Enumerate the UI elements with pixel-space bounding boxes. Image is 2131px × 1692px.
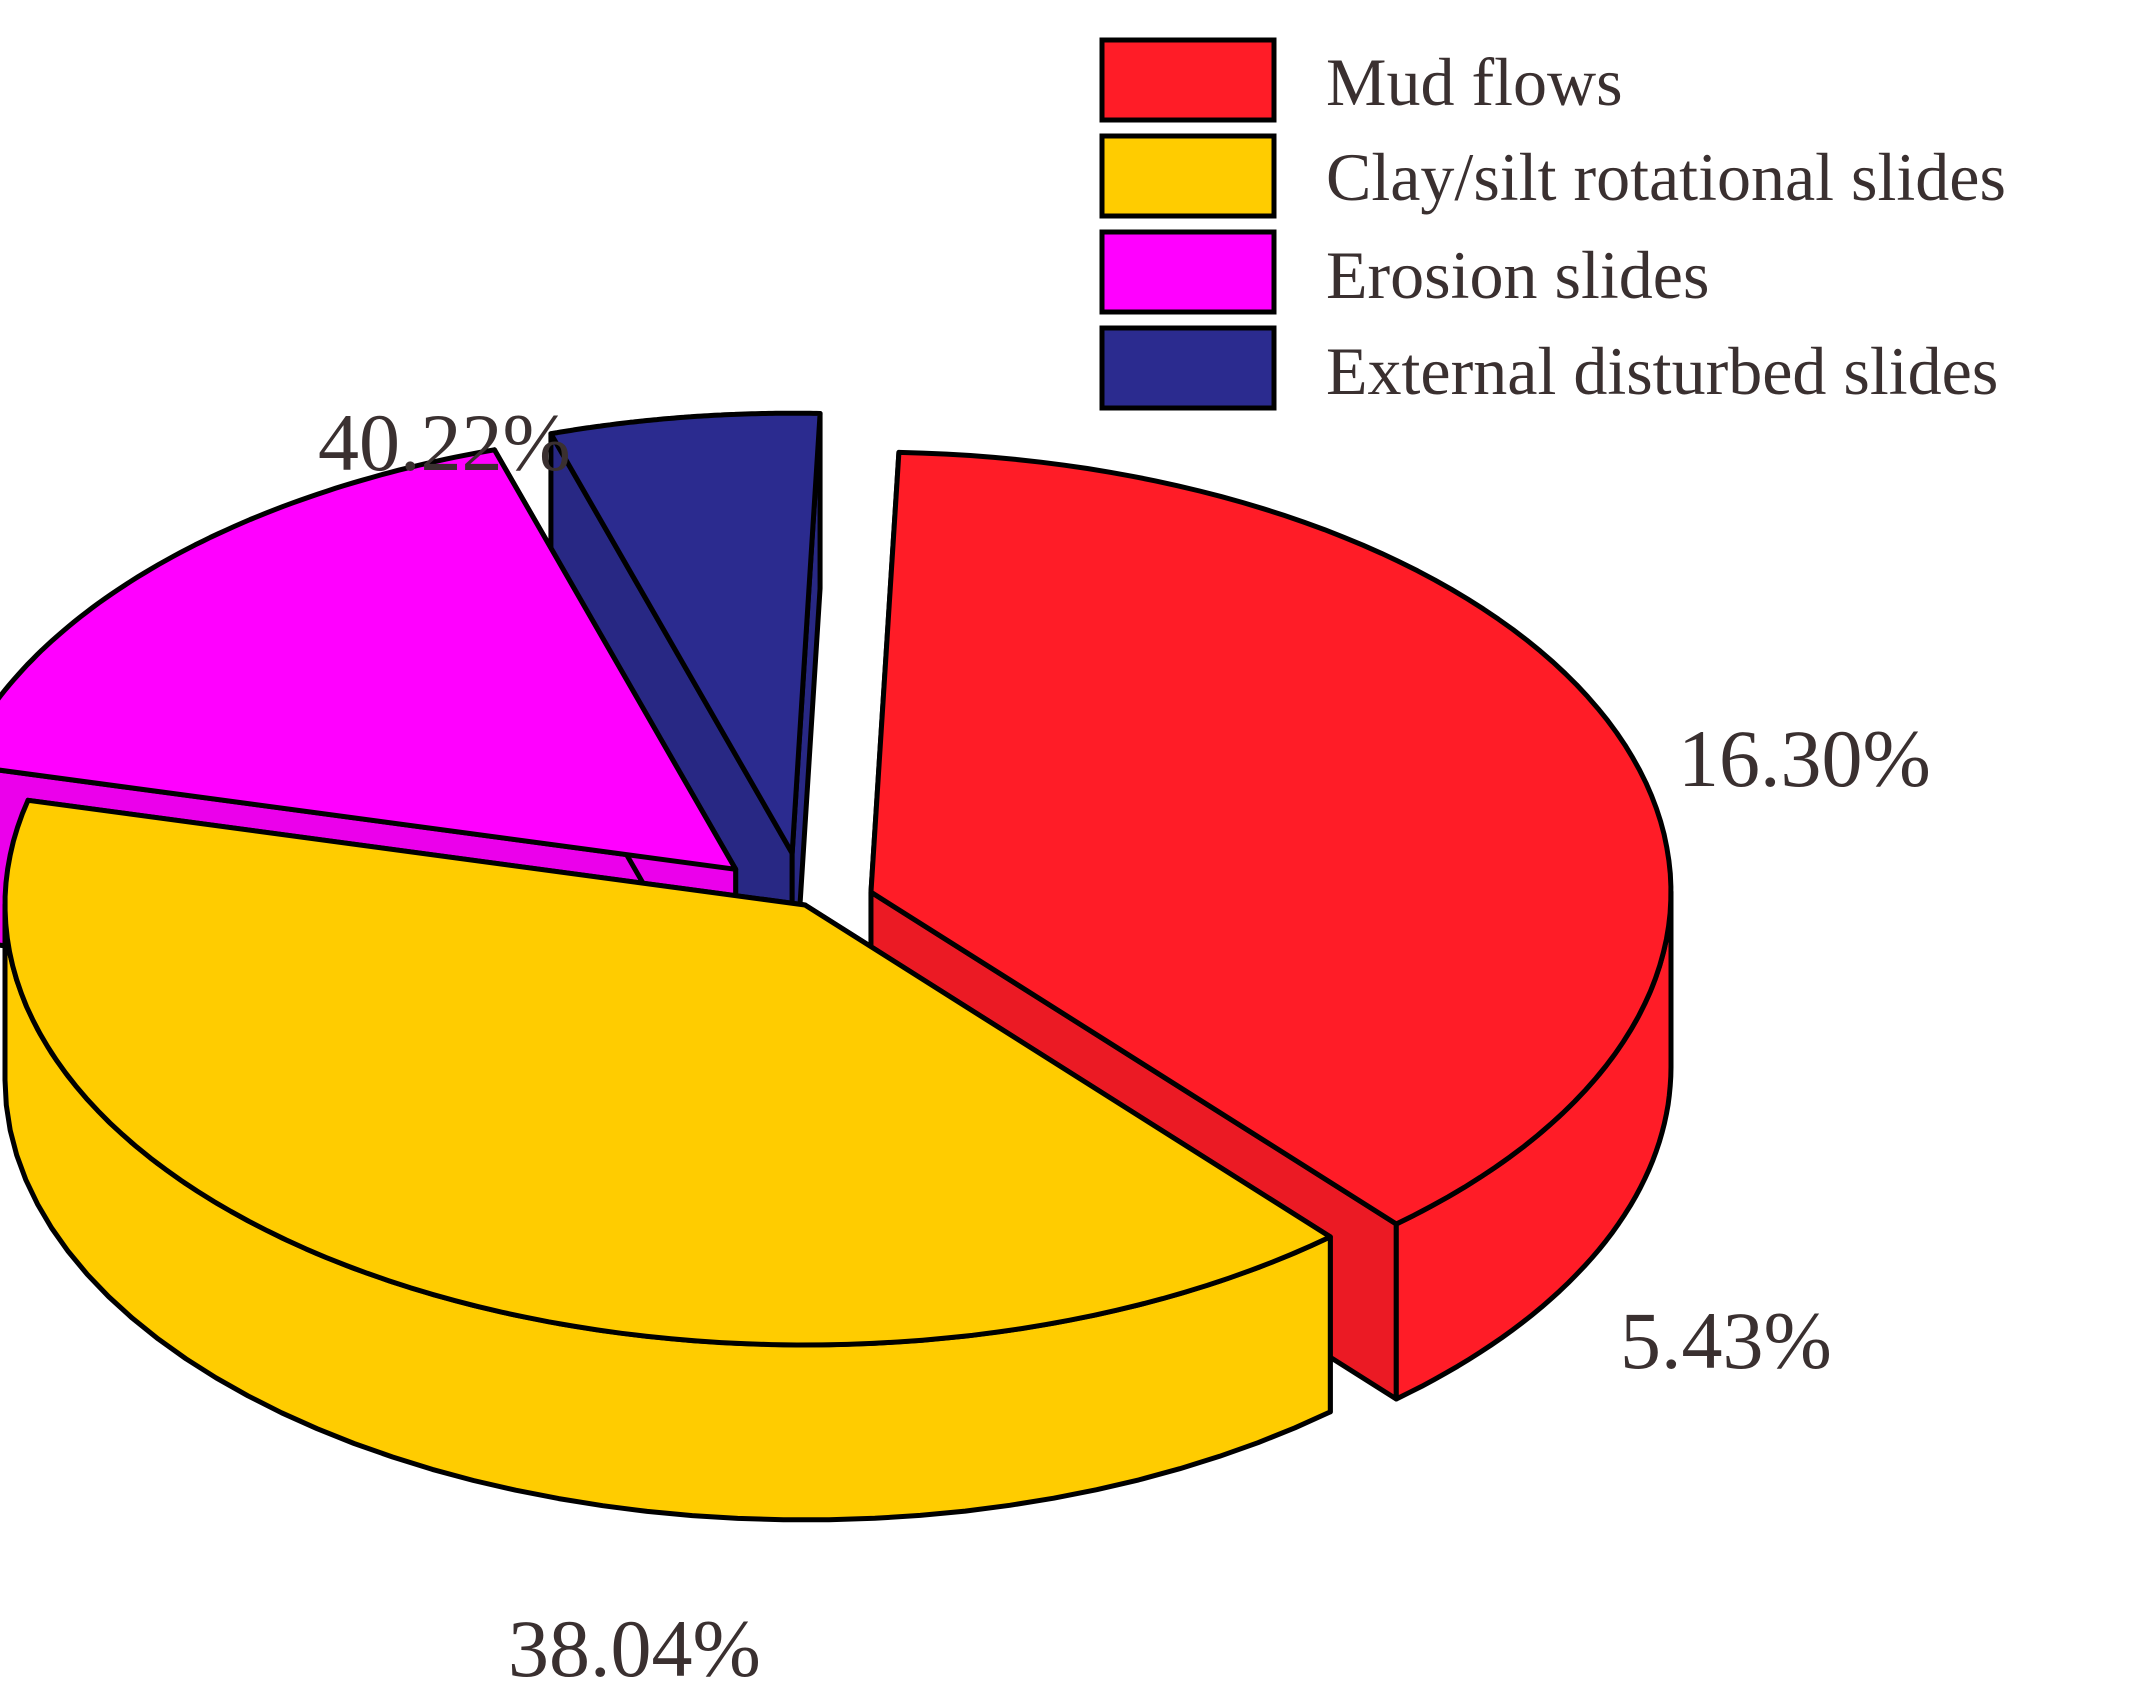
legend-swatch-clay-silt-rotational-slides bbox=[1099, 133, 1277, 219]
legend-label-clay-silt-rotational-slides: Clay/silt rotational slides bbox=[1326, 139, 2006, 215]
slice-external-disturbed-slides bbox=[548, 410, 823, 856]
legend-label-mud-flows: Mud flows bbox=[1326, 44, 1623, 120]
legend-label-external-disturbed-slides: External disturbed slides bbox=[1326, 333, 1998, 409]
pie-slices bbox=[0, 410, 1674, 1523]
slice-labels: 40.22% 16.30% 5.43% 38.04% bbox=[318, 397, 1931, 1692]
legend-swatch-mud-flows bbox=[1099, 37, 1277, 123]
slice-erosion-slides bbox=[0, 447, 739, 872]
label-external-disturbed-slides: 5.43% bbox=[1620, 1295, 1832, 1386]
legend-swatch-erosion-slides bbox=[1099, 229, 1277, 315]
legend-swatch-external-disturbed-slides bbox=[1099, 325, 1277, 411]
label-clay-silt-rotational-slides: 40.22% bbox=[318, 397, 571, 488]
slice-mud-flows bbox=[868, 449, 1674, 1227]
legend: Mud flows Clay/silt rotational slides Er… bbox=[1099, 37, 2006, 411]
label-erosion-slides: 16.30% bbox=[1678, 713, 1931, 804]
legend-label-erosion-slides: Erosion slides bbox=[1326, 237, 1709, 313]
label-mud-flows: 38.04% bbox=[508, 1603, 761, 1692]
slice-clay-silt-rotational-slides bbox=[2, 797, 1333, 1348]
